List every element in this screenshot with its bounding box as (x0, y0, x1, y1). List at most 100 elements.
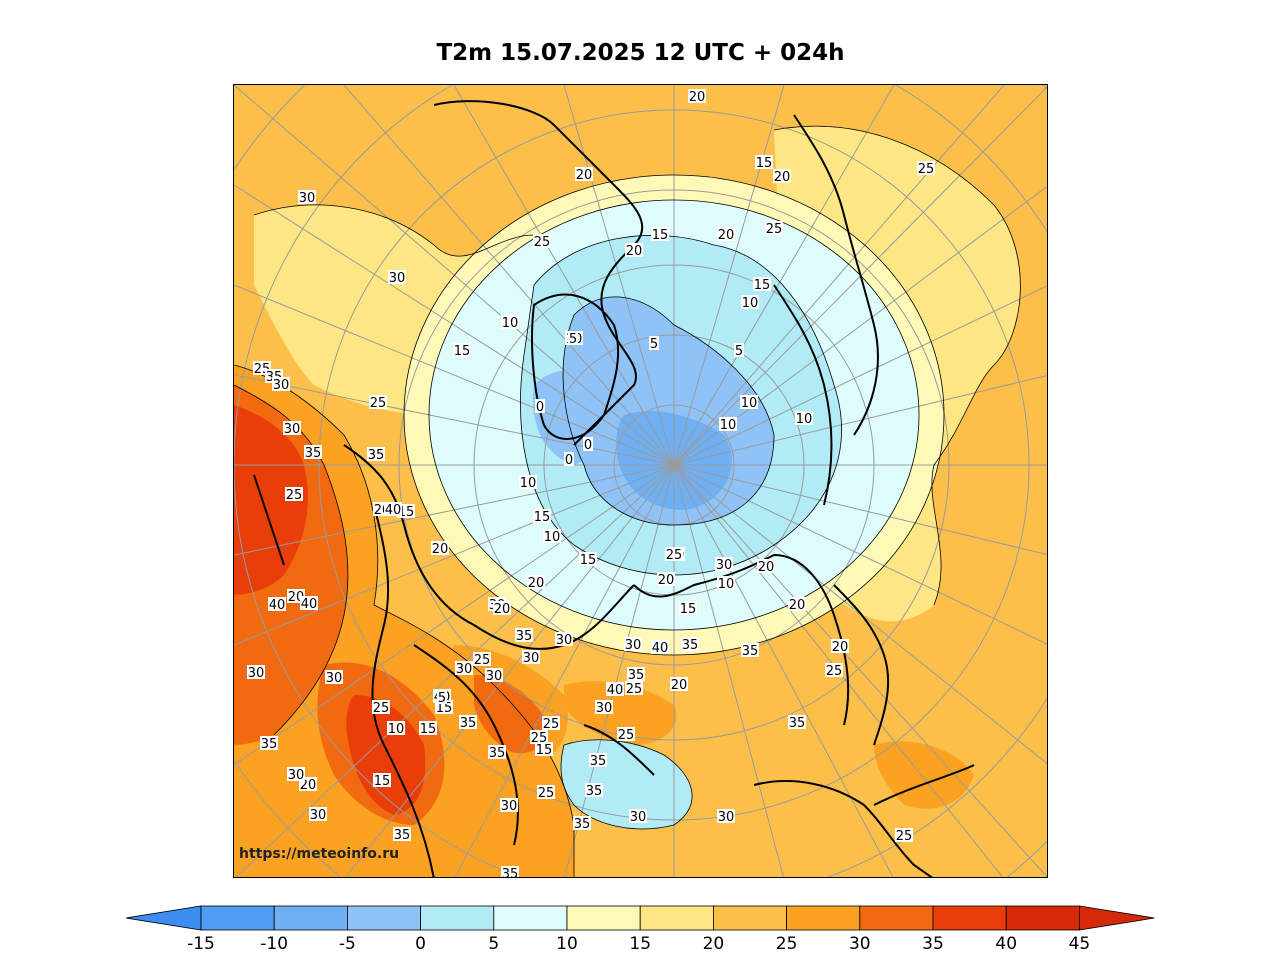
contour-label-bg (717, 227, 735, 241)
contour-label: 35 (489, 746, 506, 761)
contour-label-bg (555, 632, 573, 646)
colorbar-bin (200, 905, 275, 931)
contour-label: 30 (486, 669, 503, 684)
contour-label-bg (715, 557, 733, 571)
contour-label-bg (717, 809, 735, 823)
contour-label-bg (304, 445, 322, 459)
contour-label: 30 (284, 422, 301, 437)
colorbar-bin (786, 905, 861, 931)
colorbar-bin (493, 905, 568, 931)
contour-label: 35 (305, 446, 322, 461)
colorbar-bin (566, 905, 641, 931)
contour-label: 5 (650, 337, 658, 352)
colorbar-tick-label: 30 (849, 934, 871, 954)
colorbar-tick-label: 40 (995, 934, 1017, 954)
field-40-45-sahara (234, 405, 308, 595)
contour-label: 35 (574, 817, 591, 832)
colorbar: -15 -10 -5 0 5 10 15 20 25 30 35 40 45 (125, 904, 1156, 964)
contour-label: 30 (326, 671, 343, 686)
contour-label: 20 (576, 168, 593, 183)
contour-label-bg (717, 576, 735, 590)
colorbar-tick-label: -10 (260, 934, 288, 954)
contour-label-bg (665, 547, 683, 561)
contour-label: 20 (626, 244, 643, 259)
contour-label-bg (625, 681, 643, 695)
contour-label-bg (542, 716, 560, 730)
contour-label-bg (537, 785, 555, 799)
contour-label-bg (501, 866, 519, 877)
contour-label-bg (530, 730, 548, 744)
contour-label-bg (535, 399, 545, 413)
contour-label-bg (369, 395, 387, 409)
contour-label: 25 (531, 731, 548, 746)
contour-label-bg (831, 639, 849, 653)
field-20-25-pacific (834, 142, 1012, 335)
contour-label: 20 (774, 170, 791, 185)
contour-label: 25 (918, 162, 935, 177)
contour-label: 15 (454, 344, 471, 359)
contour-label: 20 (300, 778, 317, 793)
contour-label: 10 (388, 722, 405, 737)
colorbar-bin (932, 905, 1007, 931)
contour-label: 20 (671, 678, 688, 693)
contour-label: 35 (368, 448, 385, 463)
contour-label-bg (895, 828, 913, 842)
contour-label-bg (917, 161, 935, 175)
colorbar-tick-label: 10 (556, 934, 578, 954)
contour-label-bg (268, 597, 286, 611)
contour-label: 25 (286, 488, 303, 503)
temperature-map: 2525252020151520252520201525151010551010… (233, 84, 1048, 878)
contour-label: 10 (502, 316, 519, 331)
contour-label-bg (734, 343, 744, 357)
contour-label: 25 (896, 829, 913, 844)
contour-label: 15 (534, 510, 551, 525)
contour-label-bg (533, 234, 551, 248)
contour-label: 30 (625, 638, 642, 653)
field-40-45-arabia (346, 695, 426, 815)
contour-label: 25 (538, 786, 555, 801)
contour-label-bg (519, 475, 537, 489)
colorbar-tick-label: 45 (1069, 934, 1091, 954)
contour-label-bg (453, 343, 471, 357)
contour-label-bg (657, 572, 675, 586)
contour-label: 30 (716, 558, 733, 573)
contour-label: 15 (756, 156, 773, 171)
contour-label-bg (741, 643, 759, 657)
contour-label-bg (788, 597, 806, 611)
contour-label: 25 (766, 222, 783, 237)
contour-label-bg (500, 798, 518, 812)
contour-label-bg (384, 502, 402, 516)
contour-label-bg (325, 670, 343, 684)
contour-label-bg (795, 411, 813, 425)
contour-label-bg (765, 221, 783, 235)
contour-label: 35 (590, 754, 607, 769)
contour-label: 15 (680, 602, 697, 617)
contour-label: 25 (534, 235, 551, 250)
contour-label: 30 (523, 651, 540, 666)
contour-label: 40 (385, 503, 402, 518)
contour-label: 10 (720, 418, 737, 433)
contour-label: 25 (474, 653, 491, 668)
contour-label-bg (493, 601, 511, 615)
contour-label: 25 (373, 701, 390, 716)
contour-label-bg (488, 745, 506, 759)
contour-label-bg (629, 809, 647, 823)
contour-label-bg (419, 721, 437, 735)
contour-label-bg (753, 277, 771, 291)
colorbar-over-arrow (1079, 905, 1155, 931)
contour-label: 30 (389, 271, 406, 286)
contour-label-bg (719, 417, 737, 431)
contour-label: 40 (269, 598, 286, 613)
contour-label: 20 (658, 573, 675, 588)
contour-label: 20 (718, 228, 735, 243)
contour-label-bg (387, 721, 405, 735)
contour-label: 15 (536, 743, 553, 758)
contour-label: 5 (569, 332, 577, 347)
contour-label: 30 (456, 662, 473, 677)
contour-label: 30 (718, 810, 735, 825)
colorbar-bin (713, 905, 788, 931)
contour-label: 20 (494, 602, 511, 617)
chart-title: T2m 15.07.2025 12 UTC + 024h (436, 40, 845, 66)
contour-label-bg (573, 816, 591, 830)
contour-label-bg (740, 395, 758, 409)
